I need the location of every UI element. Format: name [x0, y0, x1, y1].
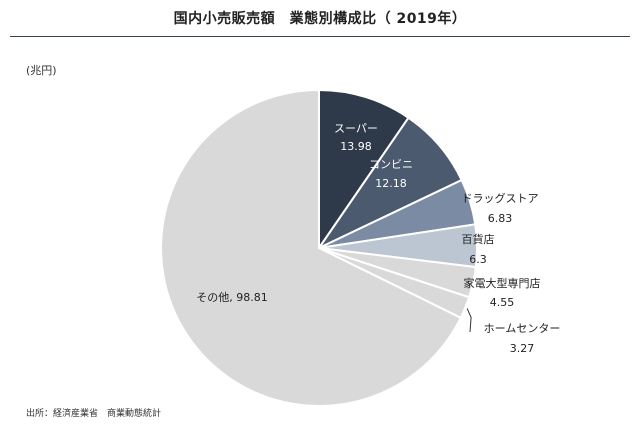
chart-title: 国内小売販売額 業態別構成比（ 2019年） [173, 11, 467, 27]
slice-label: その他, 98.81 [196, 291, 267, 304]
slice-value-label: 6.3 [469, 253, 487, 266]
slice-label: 家電大型専門店 [464, 276, 541, 290]
slice-label: ホームセンター [484, 322, 561, 335]
slice-value-label: 3.27 [510, 342, 535, 355]
slice-label: コンビニ [369, 158, 413, 171]
slice-label: スーパー [334, 122, 378, 135]
pie-slice [318, 88, 410, 252]
leader-line [466, 308, 472, 333]
unit-label: (兆円) [26, 64, 57, 77]
pie-slice [160, 88, 463, 407]
slice-value-label: 12.18 [375, 177, 407, 190]
slice-value-label: 13.98 [340, 140, 372, 153]
slice-value-label: 6.83 [488, 212, 513, 225]
slice-label: 百貨店 [462, 232, 495, 246]
title-divider [10, 36, 630, 37]
slice-label: ドラッグストア [462, 191, 539, 205]
source-note: 出所：経済産業省 商業動態統計 [26, 409, 162, 419]
slice-value-label: 4.55 [490, 296, 515, 309]
